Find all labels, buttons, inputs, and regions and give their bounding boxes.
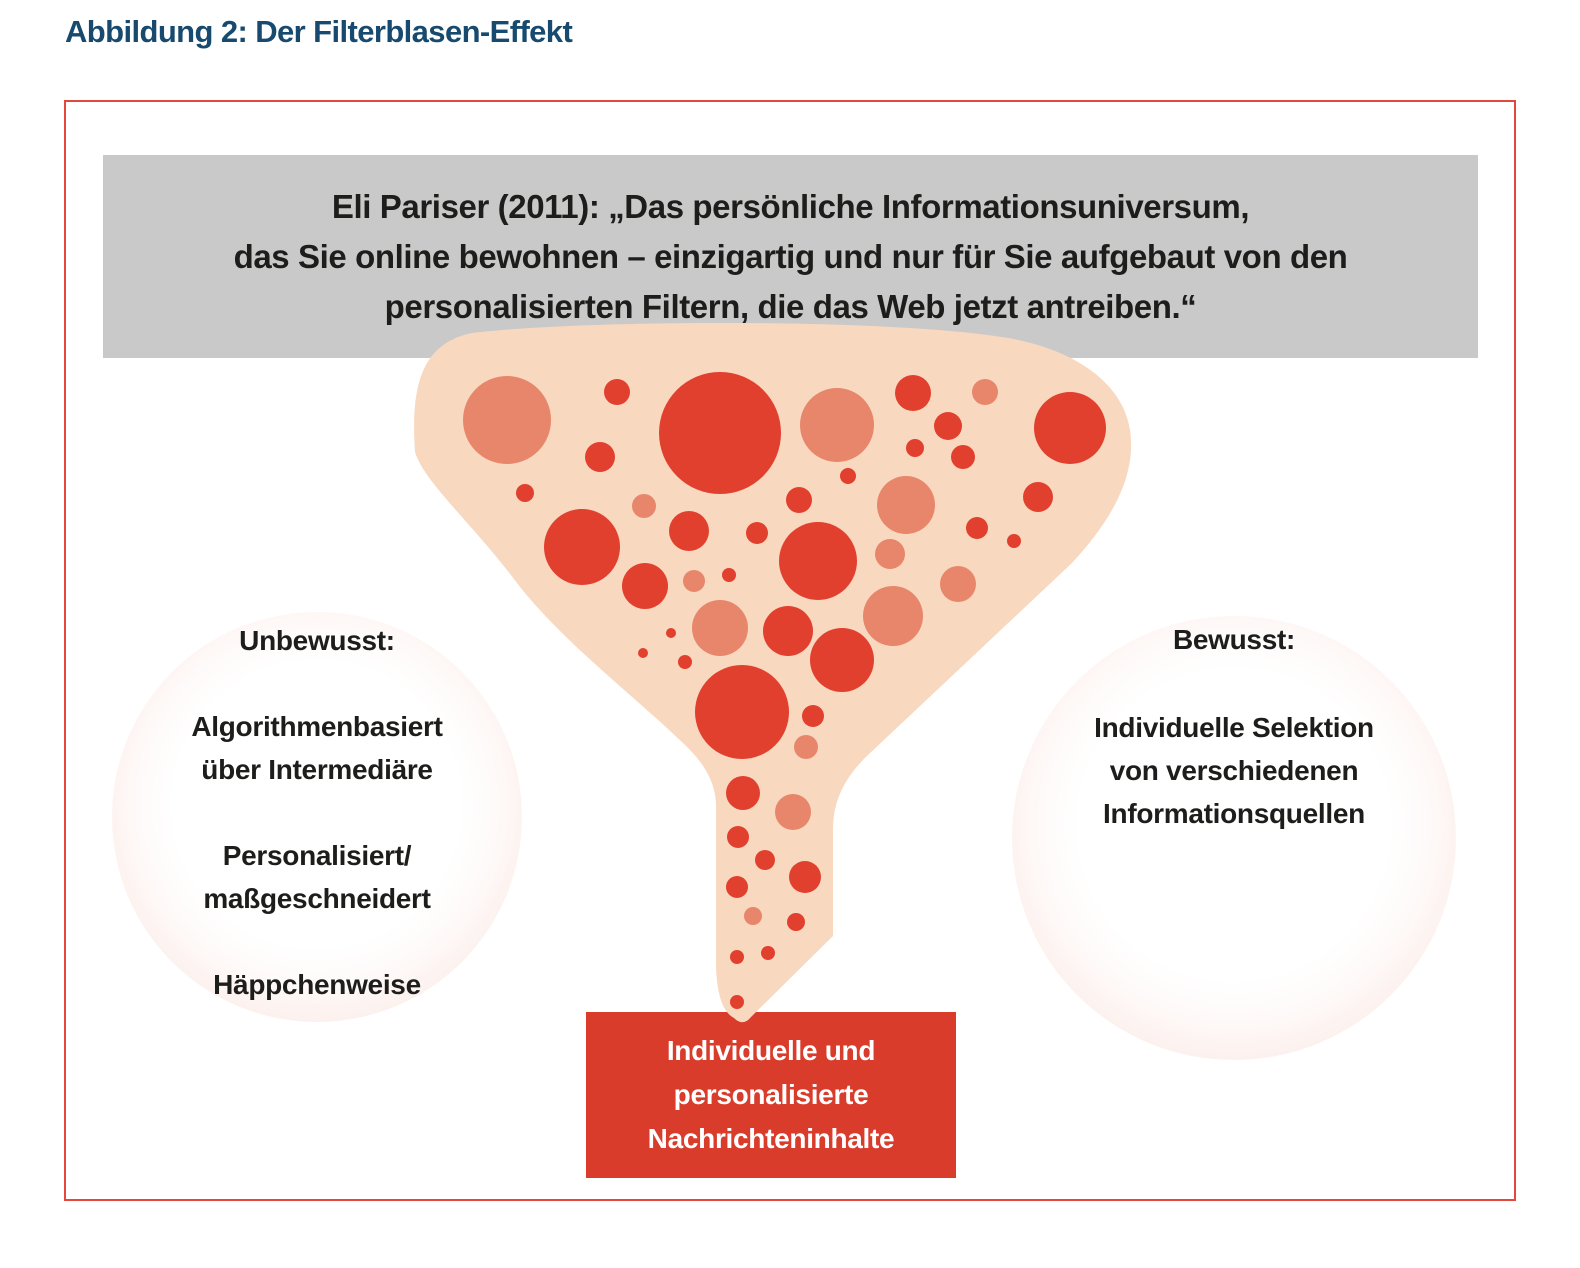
funnel-dot-red	[727, 826, 749, 848]
unconscious-bubble-content: Unbewusst: Algorithmenbasiert über Inter…	[112, 612, 522, 1022]
funnel-dot-salmon	[683, 570, 705, 592]
funnel-dot-salmon	[875, 539, 905, 569]
left-bubble-line: Personalisiert/	[222, 840, 412, 871]
funnel-dot-red	[544, 509, 620, 585]
funnel-dot-red	[1023, 482, 1053, 512]
right-bubble-heading: Bewusst:	[1172, 624, 1296, 655]
funnel-dot-red	[604, 379, 630, 405]
funnel-dot-salmon	[775, 794, 811, 830]
right-bubble-group-1: Individuelle Selektion von verschiedenen…	[1094, 706, 1374, 835]
result-box: Individuelle und personalisierte Nachric…	[586, 1012, 956, 1178]
right-bubble-line: Individuelle Selektion	[1094, 712, 1374, 743]
funnel-dot-red	[951, 445, 975, 469]
funnel-dot-red	[730, 950, 744, 964]
left-bubble-heading: Unbewusst:	[239, 625, 395, 656]
unconscious-bubble: Unbewusst: Algorithmenbasiert über Inter…	[112, 612, 522, 1022]
funnel-dot-salmon	[463, 376, 551, 464]
funnel-dot-salmon	[632, 494, 656, 518]
funnel-dot-red	[810, 628, 874, 692]
funnel-dot-red	[666, 628, 676, 638]
left-bubble-line: Algorithmenbasiert	[191, 711, 443, 742]
funnel-dot-red	[787, 913, 805, 931]
right-bubble-line: von verschiedenen	[1109, 755, 1359, 786]
funnel-dot-red	[934, 412, 962, 440]
funnel-dot-red	[802, 705, 824, 727]
funnel-dot-red	[761, 946, 775, 960]
funnel-dot-red	[895, 375, 931, 411]
funnel-dot-salmon	[940, 566, 976, 602]
funnel-shape	[414, 322, 1132, 1023]
funnel-dot-salmon	[972, 379, 998, 405]
funnel-dot-red	[840, 468, 856, 484]
left-bubble-line: Häppchenweise	[213, 969, 421, 1000]
result-line-3: Nachrichteninhalte	[647, 1123, 895, 1154]
funnel-dot-salmon	[877, 476, 935, 534]
funnel-dot-red	[659, 372, 781, 494]
funnel-dot-red	[786, 487, 812, 513]
funnel-dot-red	[779, 522, 857, 600]
left-bubble-group-2: Personalisiert/ maßgeschneidert	[203, 834, 431, 920]
funnel-dot-red	[638, 648, 648, 658]
result-line-2: personalisierte	[673, 1079, 869, 1110]
funnel-dot-red	[722, 568, 736, 582]
funnel-dot-red	[755, 850, 775, 870]
funnel-dot-red	[906, 439, 924, 457]
left-bubble-group-1: Algorithmenbasiert über Intermediäre	[191, 705, 443, 791]
conscious-bubble: Bewusst: Individuelle Selektion von vers…	[1012, 616, 1456, 1060]
funnel-dot-red	[789, 861, 821, 893]
conscious-bubble-content: Bewusst: Individuelle Selektion von vers…	[1012, 616, 1456, 1060]
funnel-dot-red	[763, 606, 813, 656]
funnel-dot-salmon	[800, 388, 874, 462]
funnel-dot-red	[516, 484, 534, 502]
funnel-dot-red	[678, 655, 692, 669]
funnel-dot-red	[966, 517, 988, 539]
funnel-dot-red	[695, 665, 789, 759]
funnel-dot-red	[669, 511, 709, 551]
funnel-dot-red	[1034, 392, 1106, 464]
figure-frame	[64, 100, 1516, 1201]
funnel-dot-red	[585, 442, 615, 472]
funnel-dots	[463, 372, 1106, 1009]
funnel-dot-red	[746, 522, 768, 544]
result-line-1: Individuelle und	[666, 1035, 876, 1066]
figure-title: Abbildung 2: Der Filterblasen-Effekt	[65, 14, 573, 49]
funnel-dot-salmon	[794, 735, 818, 759]
left-bubble-group-3: Häppchenweise	[213, 963, 421, 1006]
funnel-dot-salmon	[744, 907, 762, 925]
quote-line-2: das Sie online bewohnen – einzigartig un…	[233, 237, 1348, 275]
funnel-dot-red	[730, 995, 744, 1009]
left-bubble-line: über Intermediäre	[201, 754, 433, 785]
funnel-dot-red	[726, 776, 760, 810]
right-bubble-line: Informationsquellen	[1103, 798, 1365, 829]
funnel-dot-red	[622, 563, 668, 609]
funnel-dot-red	[726, 876, 748, 898]
funnel-dot-salmon	[863, 586, 923, 646]
funnel-dot-red	[1007, 534, 1021, 548]
left-bubble-line: maßgeschneidert	[203, 883, 431, 914]
quote-line-3: personalisierten Filtern, die das Web je…	[384, 287, 1197, 325]
quote-line-1: Eli Pariser (2011): „Das persönliche Inf…	[331, 187, 1250, 225]
funnel-dot-salmon	[692, 600, 748, 656]
